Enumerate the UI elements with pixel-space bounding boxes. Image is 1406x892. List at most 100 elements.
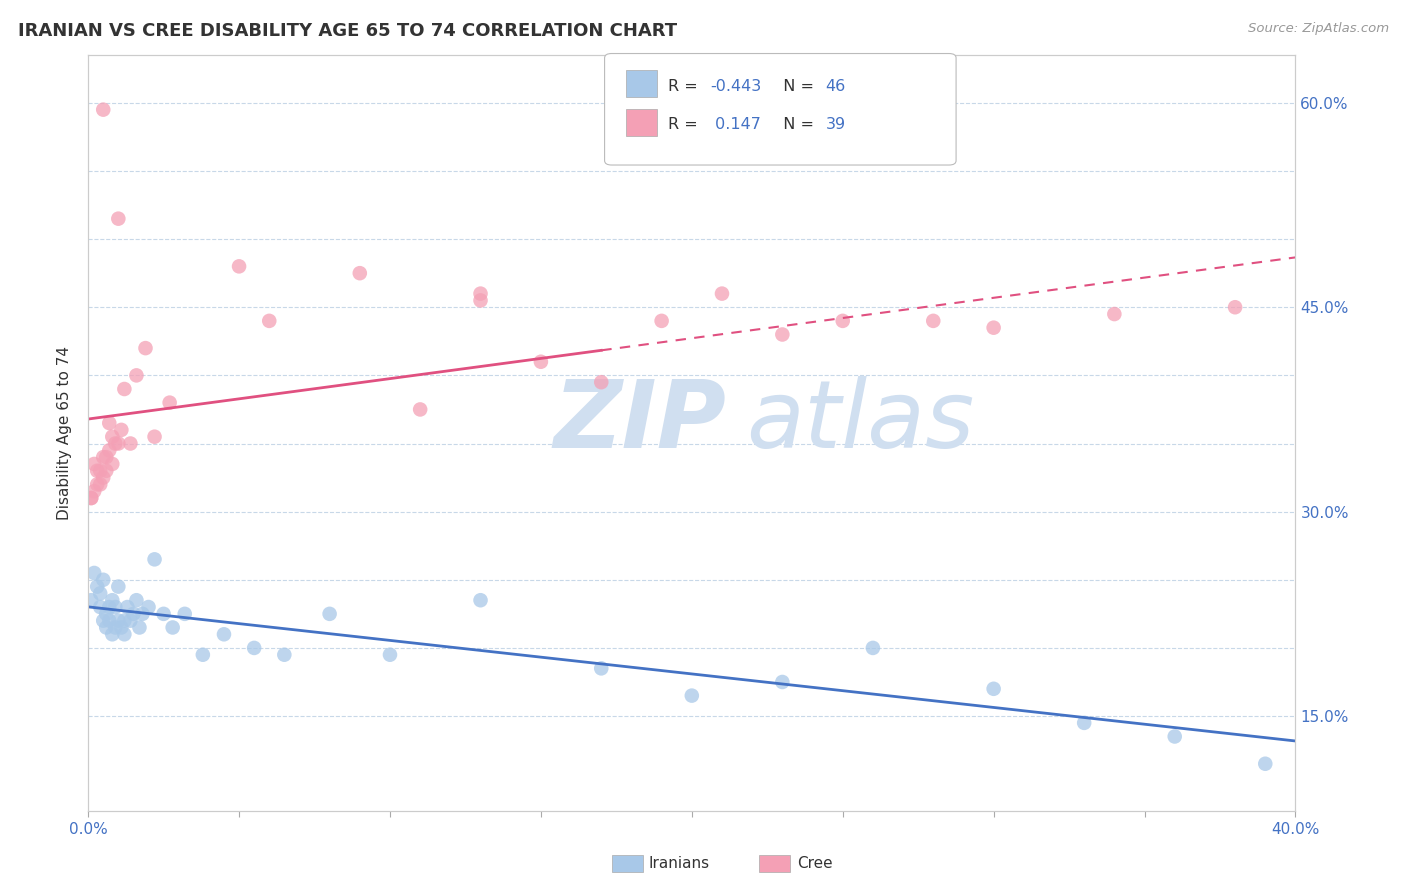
Point [159,395,181,409]
Point [143,430,166,444]
Text: Source: ZipAtlas.com: Source: ZipAtlas.com [1249,22,1389,36]
Point [125,368,148,383]
Point [89,464,111,478]
Text: R =: R = [668,79,703,94]
Point [96,607,118,621]
Point [86,477,108,491]
Point [104,620,127,634]
Point [83,566,105,580]
Point [101,627,124,641]
Point [470,286,492,301]
Point [91,573,114,587]
Point [122,607,145,621]
Point [378,648,401,662]
Point [711,286,734,301]
Point [651,314,673,328]
Point [409,402,432,417]
Point [96,450,118,464]
Point [983,320,1005,334]
Point [91,103,114,117]
Text: atlas: atlas [747,376,974,467]
Point [98,443,121,458]
Point [1104,307,1126,321]
Point [152,607,174,621]
Point [591,375,613,389]
Point [83,484,105,499]
Point [104,436,127,450]
Point [191,648,214,662]
Point [1073,715,1095,730]
Point [1164,730,1187,744]
Point [120,436,142,450]
Point [212,627,235,641]
Point [80,491,103,505]
Point [128,620,150,634]
Point [922,314,945,328]
Point [101,593,124,607]
Y-axis label: Disability Age 65 to 74: Disability Age 65 to 74 [58,346,72,520]
Point [96,464,118,478]
Point [470,293,492,308]
Point [110,620,132,634]
Text: IRANIAN VS CREE DISABILITY AGE 65 TO 74 CORRELATION CHART: IRANIAN VS CREE DISABILITY AGE 65 TO 74 … [18,22,678,40]
Point [91,470,114,484]
Point [831,314,853,328]
Point [318,607,340,621]
Point [117,600,139,615]
Point [80,491,103,505]
Text: 0.147: 0.147 [710,118,761,132]
Point [112,614,135,628]
Text: N =: N = [773,118,820,132]
Point [134,341,156,355]
Point [770,675,793,690]
Point [349,266,371,280]
Text: Cree: Cree [797,856,832,871]
Point [143,552,166,566]
Point [86,464,108,478]
Point [112,382,135,396]
Point [89,586,111,600]
Point [162,620,184,634]
Point [112,627,135,641]
Point [107,436,129,450]
Point [120,614,142,628]
Point [101,457,124,471]
Point [89,600,111,615]
Point [243,640,266,655]
Point [983,681,1005,696]
Point [173,607,195,621]
Point [770,327,793,342]
Point [530,355,553,369]
Point [89,477,111,491]
Text: R =: R = [668,118,703,132]
Point [98,416,121,430]
Point [138,600,160,615]
Point [98,614,121,628]
Text: ZIP: ZIP [553,376,725,468]
Text: 46: 46 [825,79,845,94]
Point [83,457,105,471]
Point [107,580,129,594]
Point [107,211,129,226]
Point [91,450,114,464]
Point [131,607,153,621]
Point [125,593,148,607]
Point [107,614,129,628]
Point [1254,756,1277,771]
Text: Iranians: Iranians [648,856,709,871]
Point [98,600,121,615]
Point [110,423,132,437]
Text: -0.443: -0.443 [710,79,761,94]
Point [228,260,250,274]
Point [591,661,613,675]
Point [1223,300,1246,314]
Point [104,600,127,615]
Text: N =: N = [773,79,820,94]
Point [96,620,118,634]
Point [470,593,492,607]
Point [273,648,295,662]
Point [862,640,884,655]
Point [257,314,280,328]
Point [80,593,103,607]
Text: 39: 39 [825,118,845,132]
